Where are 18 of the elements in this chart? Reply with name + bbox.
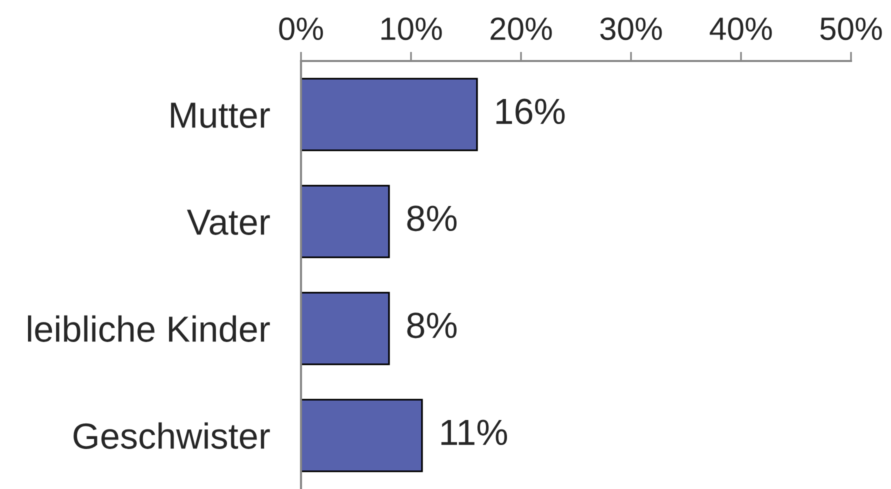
data-label: 16% xyxy=(496,98,565,124)
y-tick-label: Vater xyxy=(186,210,270,235)
x-tick-label: 30% xyxy=(600,17,662,40)
bar xyxy=(301,398,423,472)
bar xyxy=(301,184,390,258)
x-tick-label: 40% xyxy=(710,17,772,40)
data-label: 8% xyxy=(407,206,457,232)
bar xyxy=(301,78,478,152)
y-tick-label: leibliche Kinder xyxy=(28,315,270,342)
bar xyxy=(301,292,390,366)
x-tick-label: 10% xyxy=(381,17,442,40)
x-tick-label: 20% xyxy=(490,17,552,40)
data-label: 11% xyxy=(441,420,507,446)
x-tick-label: 50% xyxy=(820,17,882,40)
data-label: 8% xyxy=(407,312,457,338)
x-tick-label: 0% xyxy=(279,17,323,40)
y-tick-label: Mutter xyxy=(171,102,270,128)
y-tick-label: Geschwister xyxy=(74,422,270,449)
